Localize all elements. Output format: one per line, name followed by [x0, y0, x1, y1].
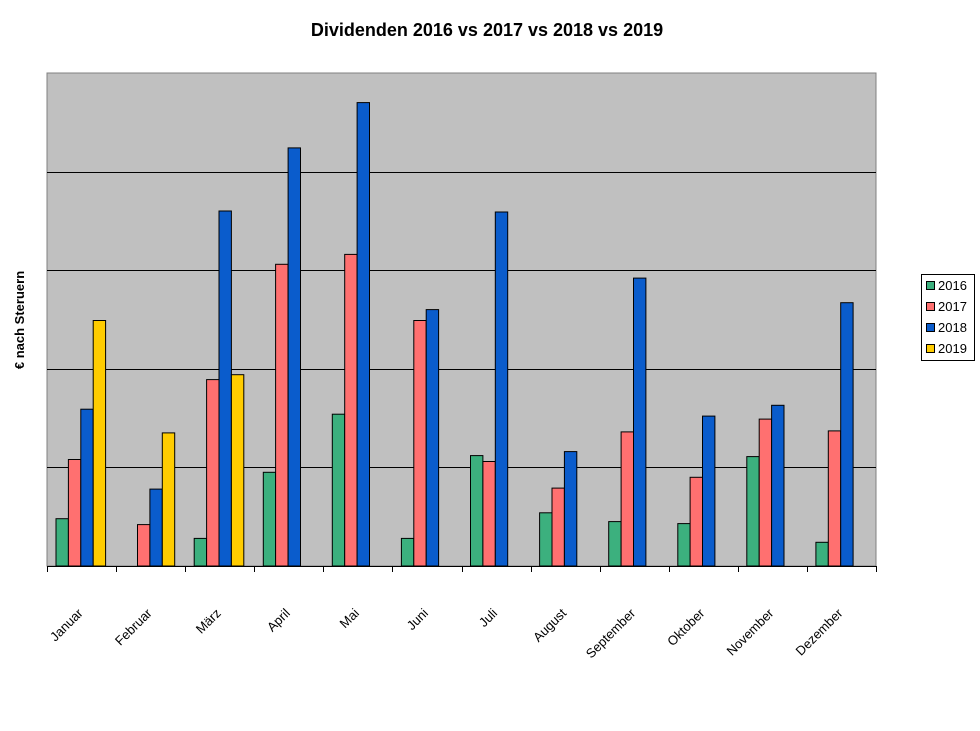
bar-2018-juli	[494, 211, 509, 567]
bar-2017-august	[551, 487, 565, 567]
plot-area: Januar Februar März April Mai Juni Juli August S…	[46, 72, 877, 661]
bar-2016-november	[746, 456, 760, 567]
bar-2019-januar	[92, 320, 107, 567]
bar-2017-mai	[344, 253, 358, 567]
bar-2018-april	[287, 147, 302, 567]
bar-2017-juli	[482, 461, 496, 567]
bar-2016-januar	[55, 518, 69, 567]
x-tick-label: Juli	[476, 605, 500, 629]
bar-2018-januar	[80, 408, 94, 567]
legend-swatch	[926, 323, 935, 332]
legend-label: 2019	[938, 341, 967, 356]
bar-2017-april	[275, 263, 289, 567]
x-tick-label: Februar	[112, 605, 155, 648]
bar-2018-februar	[149, 488, 163, 567]
bar-2018-september	[633, 277, 647, 567]
x-tick-label: Januar	[47, 605, 86, 644]
legend-swatch	[926, 344, 935, 353]
bar-2017-januar	[67, 459, 82, 567]
bar-2016-august	[539, 512, 553, 567]
bar-2016-april	[262, 471, 277, 567]
bar-2019-märz	[230, 374, 245, 567]
bar-2018-august	[563, 451, 578, 567]
x-tick-label: Juni	[404, 605, 432, 633]
bar-2018-november	[771, 404, 785, 567]
legend-swatch	[926, 281, 935, 290]
bar-2018-mai	[356, 102, 371, 567]
legend-label: 2018	[938, 320, 967, 335]
bar-2017-märz	[206, 379, 220, 567]
x-tick-label: Oktober	[664, 605, 708, 649]
bar-2018-juni	[425, 309, 440, 567]
x-tick-label: März	[193, 606, 224, 637]
legend-label: 2017	[938, 299, 967, 314]
plot-background	[46, 72, 877, 567]
x-tick-label: April	[264, 605, 293, 634]
y-axis-label: € nach Steruern	[12, 271, 27, 369]
bar-2018-oktober	[702, 415, 716, 567]
bar-2017-oktober	[689, 476, 703, 567]
chart-title: Dividenden 2016 vs 2017 vs 2018 vs 2019	[311, 20, 663, 40]
bar-2016-juli	[470, 455, 484, 567]
x-tick-label: Dezember	[793, 605, 846, 658]
x-tick-label: Mai	[337, 605, 362, 630]
bar-2016-juni	[400, 537, 415, 567]
x-tick-label: November	[723, 605, 776, 658]
bar-2016-märz	[193, 537, 208, 567]
bar-2018-märz	[218, 210, 232, 567]
x-tick-label: August	[530, 605, 569, 644]
bar-2017-dezember	[827, 430, 842, 567]
bar-2017-juni	[413, 320, 427, 567]
bar-2019-februar	[161, 432, 176, 567]
bar-2017-februar	[137, 524, 151, 567]
bar-2016-mai	[331, 413, 346, 567]
bar-2017-september	[620, 431, 634, 567]
bar-2016-september	[608, 521, 622, 567]
bar-2016-oktober	[677, 523, 691, 567]
bar-2016-dezember	[815, 541, 829, 567]
legend-label: 2016	[938, 278, 967, 293]
x-tick-label: September	[583, 605, 639, 661]
legend: 2016 2017 2018 2019	[921, 274, 975, 361]
bar-2017-november	[758, 418, 773, 567]
bar-2018-dezember	[840, 302, 854, 567]
legend-swatch	[926, 302, 935, 311]
